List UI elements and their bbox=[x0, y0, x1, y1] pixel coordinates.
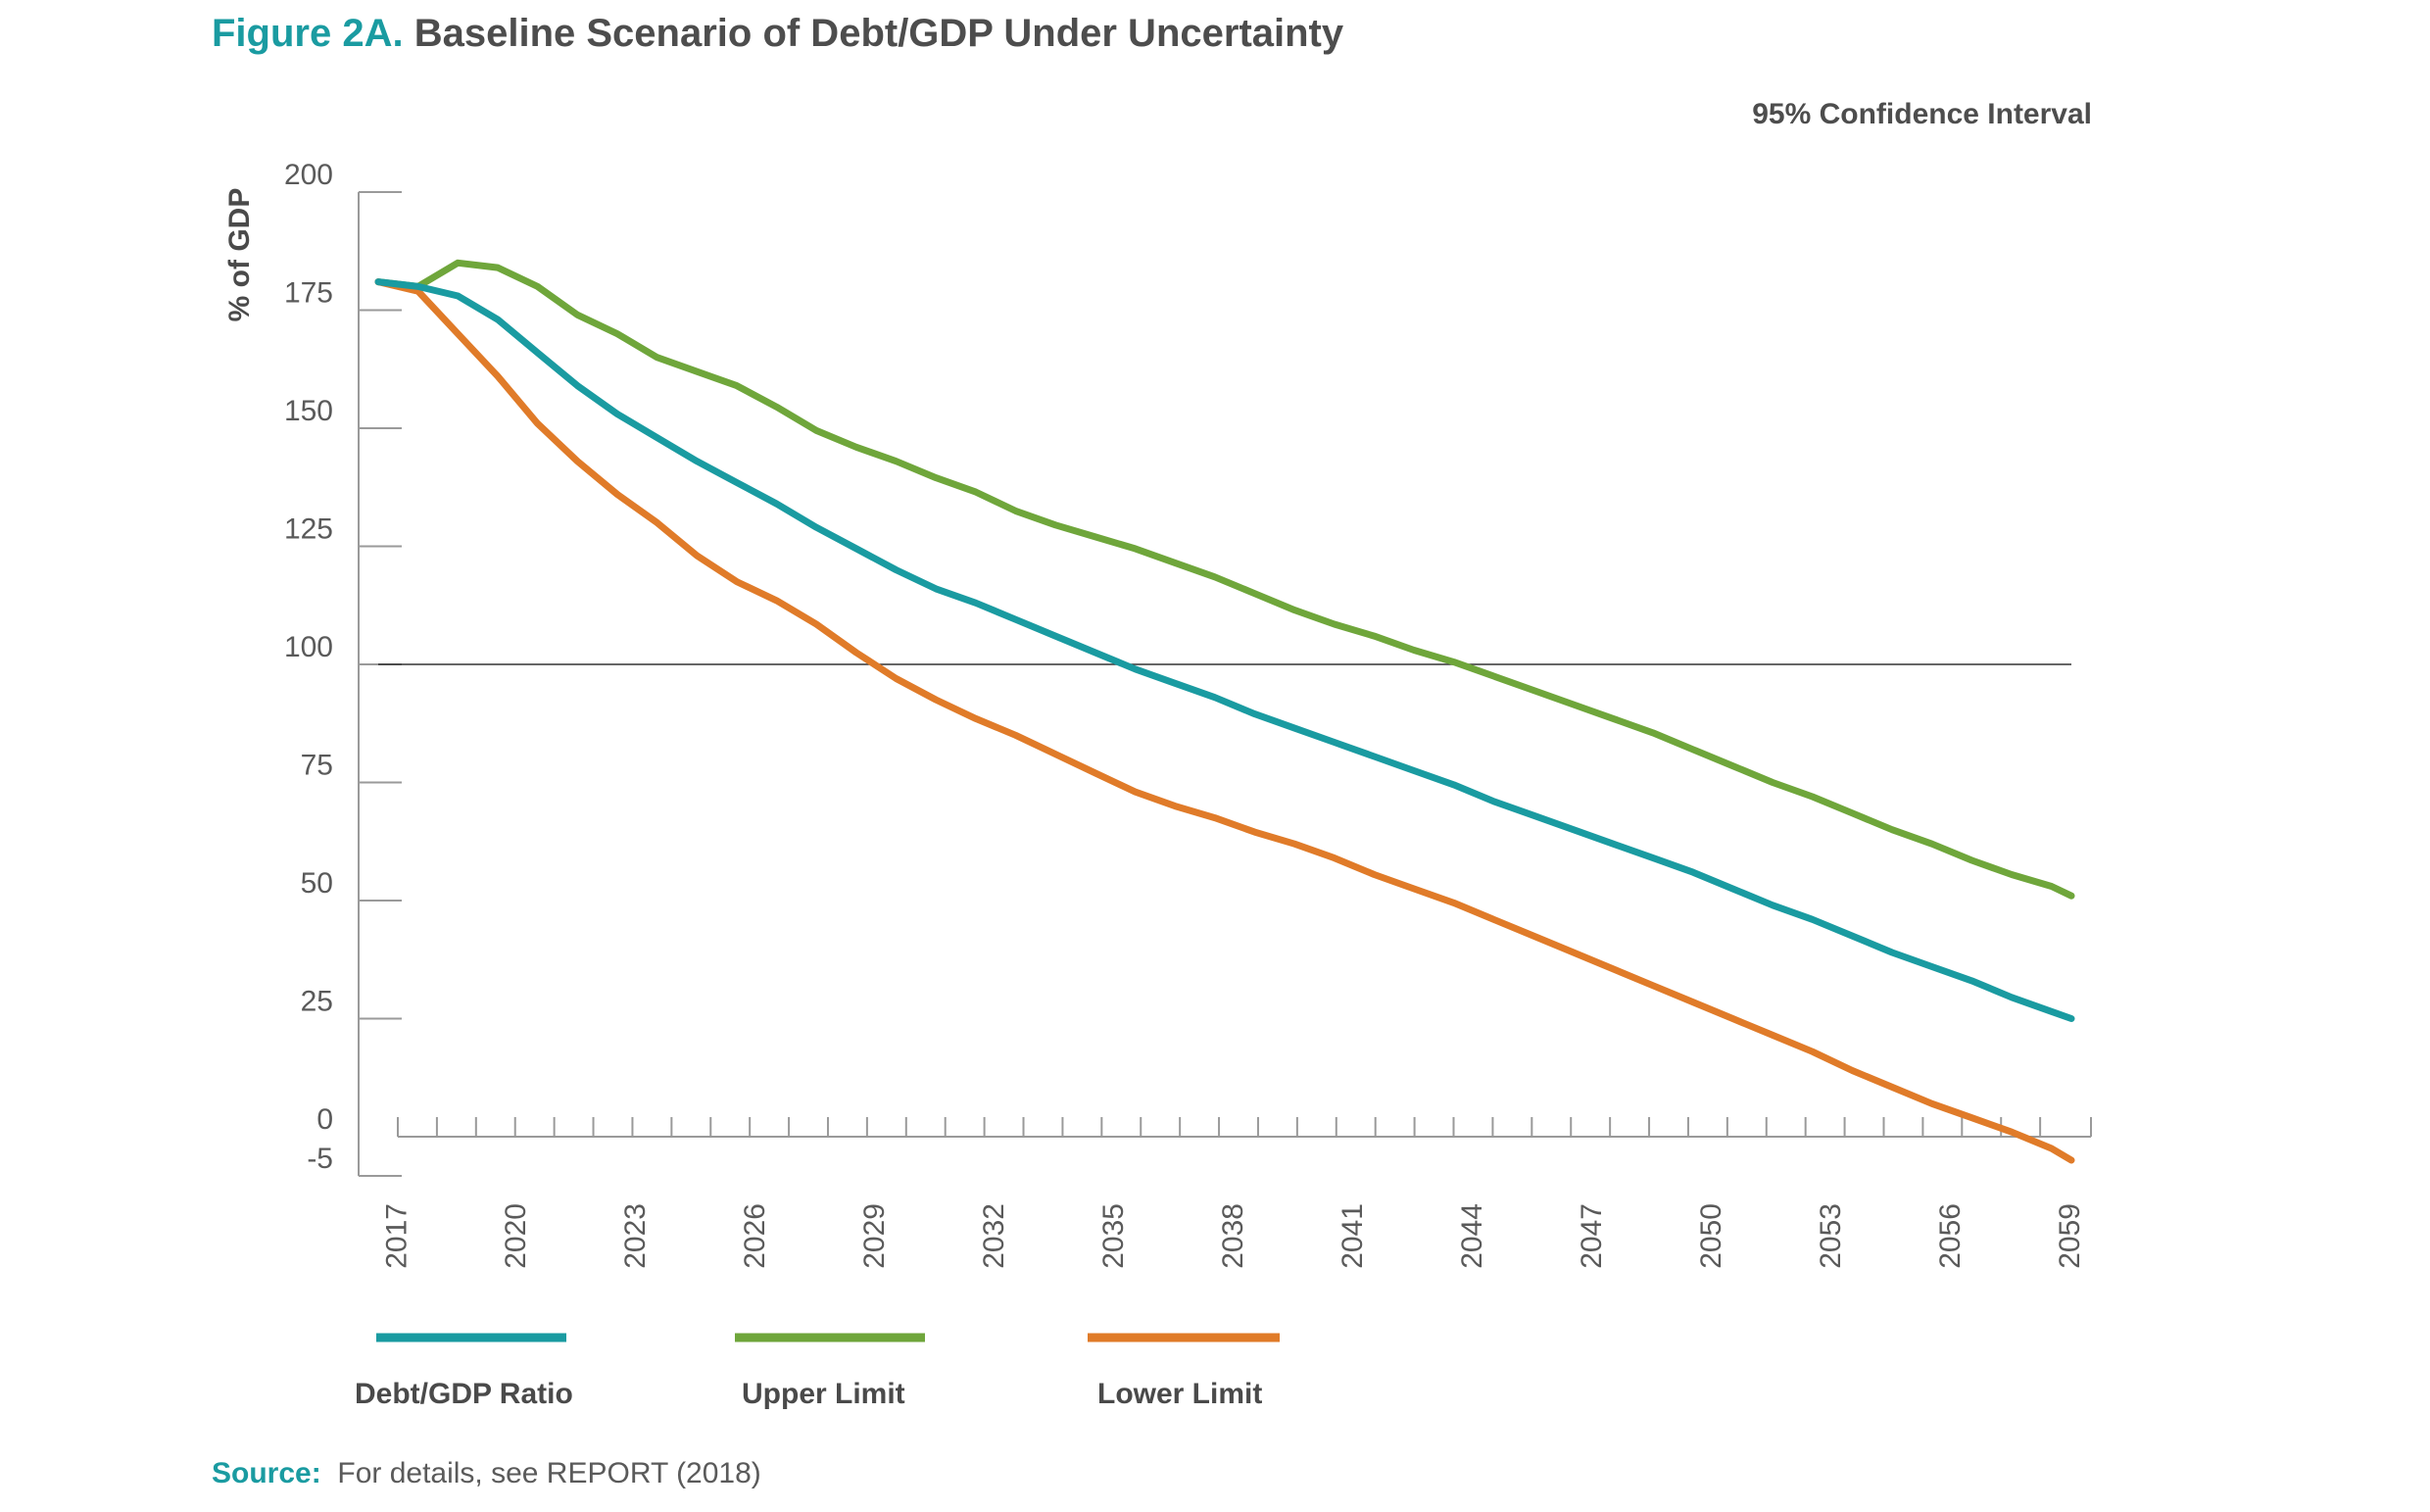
source-text: For details, see REPORT (2018) bbox=[337, 1457, 761, 1489]
y-tick-label: 175 bbox=[284, 277, 333, 310]
x-tick-label: 2056 bbox=[1934, 1203, 1967, 1269]
x-tick-label: 2041 bbox=[1336, 1203, 1369, 1269]
x-tick-label: 2026 bbox=[739, 1203, 771, 1269]
series-line-lower bbox=[374, 278, 2075, 1164]
y-tick-label: 200 bbox=[284, 159, 333, 191]
chart-legend: Debt/GDP Ratio Upper Limit Lower Limit bbox=[355, 1333, 1280, 1410]
source-note: Source: For details, see REPORT (2018) bbox=[212, 1457, 761, 1490]
x-tick-label: 2044 bbox=[1456, 1203, 1488, 1269]
x-tick-label: 2035 bbox=[1097, 1203, 1130, 1269]
source-label: Source: bbox=[212, 1457, 321, 1489]
legend-label-upper: Upper Limit bbox=[742, 1378, 905, 1410]
legend-label-debt: Debt/GDP Ratio bbox=[355, 1378, 573, 1410]
y-tick-label: 100 bbox=[284, 631, 333, 663]
x-tick-label: 2047 bbox=[1576, 1203, 1608, 1269]
figure-title-text: Baseline Scenario of Debt/GDP Under Unce… bbox=[413, 12, 1344, 55]
series-line-debt bbox=[374, 278, 2075, 1022]
figure-title: Figure 2A. Baseline Scenario of Debt/GDP… bbox=[212, 12, 1343, 56]
x-tick-label: 2029 bbox=[858, 1203, 891, 1269]
x-tick-label: 2059 bbox=[2054, 1203, 2086, 1269]
y-tick-label: 50 bbox=[301, 867, 333, 900]
legend-label-lower: Lower Limit bbox=[1097, 1378, 1262, 1410]
y-tick-label: 75 bbox=[301, 750, 333, 782]
chart-axes: 200 175 150 125 100 75 50 25 0 -5 % of GDP 2017 2020… bbox=[223, 159, 2092, 1269]
x-tick-label: 2020 bbox=[500, 1203, 532, 1269]
chart-subtitle: 95% Confidence Interval bbox=[1752, 98, 2092, 130]
y-tick-label: 0 bbox=[316, 1103, 333, 1136]
y-tick-label: -5 bbox=[307, 1143, 333, 1175]
x-tick-label: 2050 bbox=[1695, 1203, 1727, 1269]
chart-series bbox=[374, 259, 2075, 1164]
x-tick-label: 2017 bbox=[380, 1203, 413, 1269]
x-tick-label: 2053 bbox=[1815, 1203, 1847, 1269]
y-tick-label: 125 bbox=[284, 513, 333, 546]
x-tick-label: 2038 bbox=[1217, 1203, 1249, 1269]
series-line-upper bbox=[374, 259, 2075, 900]
y-tick-label: 25 bbox=[301, 986, 333, 1018]
figure-label: Figure 2A. bbox=[212, 12, 404, 55]
x-tick-label: 2023 bbox=[619, 1203, 652, 1269]
x-tick-label: 2032 bbox=[978, 1203, 1010, 1269]
y-axis-title: % of GDP bbox=[223, 188, 256, 322]
y-tick-label: 150 bbox=[284, 395, 333, 427]
